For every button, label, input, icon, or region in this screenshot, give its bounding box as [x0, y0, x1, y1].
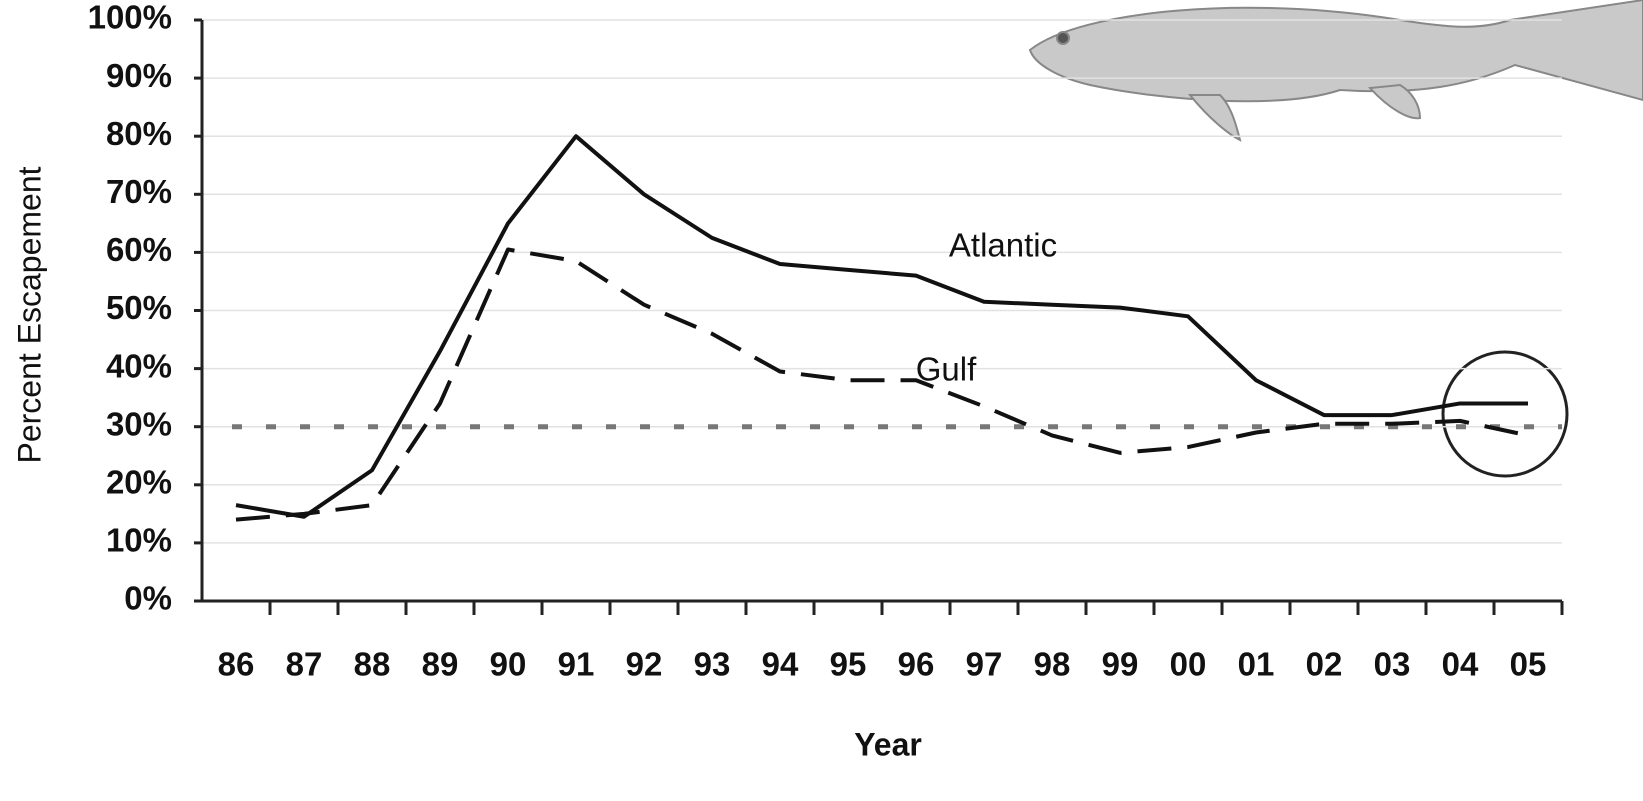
x-axis-title: Year [854, 726, 922, 762]
x-tick-label: 05 [1510, 646, 1547, 683]
x-tick-label: 97 [966, 646, 1003, 683]
x-tick-label: 89 [422, 646, 459, 683]
x-tick-label: 90 [490, 646, 527, 683]
y-tick-label: 10% [106, 522, 172, 559]
y-tick-label: 30% [106, 405, 172, 442]
x-tick-label: 00 [1170, 646, 1207, 683]
y-tick-label: 20% [106, 464, 172, 501]
highlight-circle [1443, 352, 1567, 476]
y-tick-label: 100% [88, 0, 172, 36]
x-tick-label: 93 [694, 646, 731, 683]
x-tick-label: 03 [1374, 646, 1411, 683]
x-tick-label: 04 [1442, 646, 1479, 683]
series-label: Atlantic [949, 227, 1057, 264]
x-tick-label: 88 [354, 646, 391, 683]
x-tick-label: 94 [762, 646, 799, 683]
x-tick-label: 95 [830, 646, 867, 683]
y-tick-label: 70% [106, 173, 172, 210]
x-tick-label: 91 [558, 646, 595, 683]
x-tick-label: 86 [218, 646, 255, 683]
x-tick-label: 96 [898, 646, 935, 683]
series-line [236, 249, 1528, 519]
x-tick-label: 99 [1102, 646, 1139, 683]
x-tick-label: 02 [1306, 646, 1343, 683]
x-tick-label: 98 [1034, 646, 1071, 683]
y-tick-label: 60% [106, 231, 172, 268]
y-tick-label: 50% [106, 289, 172, 326]
y-tick-label: 40% [106, 347, 172, 384]
y-tick-label: 0% [124, 580, 172, 617]
page: {"chart_data": { "type": "line", "x_labe… [0, 0, 1643, 801]
fish-illustration [1030, 0, 1643, 140]
y-tick-label: 80% [106, 115, 172, 152]
x-tick-label: 87 [286, 646, 323, 683]
y-tick-label: 90% [106, 57, 172, 94]
chart: Percent Escapement Year 0% 10% 20% 30% 40% 50… [0, 0, 1643, 801]
x-tick-label: 92 [626, 646, 663, 683]
series-label: Gulf [916, 351, 977, 388]
series-line [236, 136, 1528, 517]
y-axis-title: Percent Escapement [11, 166, 47, 463]
x-tick-label: 01 [1238, 646, 1275, 683]
